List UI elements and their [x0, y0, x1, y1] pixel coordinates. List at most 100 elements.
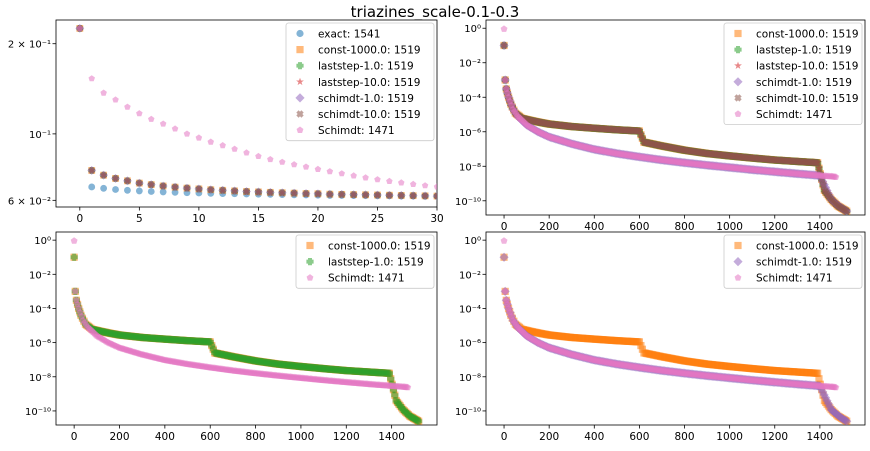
- y-tick-label: 10⁻⁶: [459, 128, 481, 139]
- y-tick-label: 10⁻⁴: [459, 93, 481, 104]
- x-tick-label: 15: [252, 213, 265, 225]
- legend: const-1000.0: 1519 laststep-1.0: 1519 Schi…: [295, 234, 435, 289]
- figure-title: triazines_scale-0.1-0.3: [350, 3, 520, 21]
- data-point: [112, 96, 119, 103]
- x-marker-shape: [195, 185, 203, 193]
- y-tick-label: 10⁻²: [459, 59, 481, 70]
- y-tick-label: 10⁻⁸: [459, 373, 481, 384]
- data-point: [398, 179, 405, 186]
- data-point: [397, 191, 405, 199]
- data-point: [266, 188, 274, 196]
- data-point: [638, 345, 647, 353]
- data-point: [832, 173, 840, 180]
- legend-marker-schimdt-1.0: [733, 77, 743, 87]
- data-point: [501, 287, 509, 295]
- data-point: [254, 188, 262, 196]
- data-point: [76, 25, 83, 32]
- data-point: [71, 287, 79, 295]
- data-point: [183, 130, 191, 137]
- data-point: [404, 383, 412, 391]
- x-marker-shape: [819, 181, 827, 189]
- legend-label: Schimdt: 1471: [318, 125, 395, 137]
- data-point: [819, 181, 827, 189]
- data-point: [314, 190, 322, 198]
- data-point: [171, 188, 179, 196]
- legend-label: laststep-1.0: 1519: [328, 257, 424, 269]
- x-marker-shape: [843, 207, 851, 215]
- legend-box: [295, 234, 435, 289]
- legend-label: const-1000.0: 1519: [328, 241, 431, 253]
- x-marker-shape: [362, 191, 370, 199]
- data-point: [123, 177, 131, 185]
- data-point: [195, 185, 203, 193]
- legend-label: schimdt-1.0: 1519: [318, 93, 414, 105]
- data-point: [219, 142, 226, 149]
- x-tick-label: 1400: [378, 431, 405, 443]
- legend-marker-const-1000.0: [296, 46, 304, 54]
- series-Schimdt: [76, 25, 437, 190]
- data-point: [171, 125, 179, 132]
- x-marker-shape: [183, 184, 191, 192]
- data-point: [362, 191, 370, 199]
- y-tick-label: 10⁻²: [459, 270, 481, 281]
- legend-marker-Schimdt: [734, 274, 742, 281]
- legend-label: schimdt-1.0: 1519: [756, 257, 852, 269]
- data-point: [386, 177, 393, 184]
- data-point: [148, 115, 155, 122]
- x-tick-label: 200: [539, 221, 559, 233]
- data-point: [813, 159, 822, 167]
- legend-label: Schimdt: 1471: [328, 273, 405, 285]
- y-tick-label: 10⁻⁴: [459, 304, 481, 315]
- x-marker-shape: [338, 190, 346, 198]
- data-point: [195, 134, 203, 141]
- legend-marker-laststep-10.0: [734, 61, 742, 69]
- data-point: [433, 183, 437, 190]
- x-tick-label: 400: [584, 431, 604, 443]
- data-point: [302, 190, 310, 198]
- y-tick-label: 10⁻²: [29, 270, 51, 281]
- x-tick-label: 1000: [716, 221, 743, 233]
- x-marker-shape: [373, 191, 381, 199]
- legend-marker-laststep-10.0: [296, 77, 304, 86]
- legend-marker-Schimdt: [734, 110, 742, 117]
- legend-marker-schimdt-10.0: [734, 94, 742, 102]
- data-point: [391, 391, 399, 399]
- data-point: [385, 191, 393, 199]
- y-tick-label: 10⁻¹⁰: [25, 407, 51, 418]
- x-marker-shape: [385, 191, 393, 199]
- data-point: [421, 182, 429, 189]
- data-point: [843, 207, 851, 215]
- data-point: [70, 237, 78, 244]
- data-point: [637, 341, 645, 350]
- series-layer: [75, 23, 437, 201]
- x-marker-shape: [433, 192, 437, 200]
- x-marker-shape: [231, 187, 239, 195]
- data-point: [350, 172, 357, 179]
- data-point: [88, 183, 96, 191]
- data-point: [635, 338, 644, 346]
- data-point: [385, 369, 393, 377]
- data-point: [207, 138, 214, 145]
- data-point: [326, 190, 334, 198]
- data-point: [387, 375, 395, 383]
- data-point: [338, 190, 346, 198]
- legend-box: [723, 22, 863, 125]
- data-point: [231, 145, 238, 152]
- x-tick-label: 0: [501, 221, 508, 233]
- x-marker-shape: [813, 159, 822, 167]
- legend-label: Schimdt: 1471: [756, 109, 833, 121]
- series-Schimdt: [500, 25, 840, 180]
- x-tick-label: 1400: [807, 221, 834, 233]
- x-tick-label: 1200: [761, 221, 788, 233]
- legend-marker-schimdt-10.0: [296, 110, 304, 118]
- legend-label: schimdt-10.0: 1519: [318, 109, 421, 121]
- x-tick-label: 25: [371, 213, 384, 225]
- legend-marker-laststep-1.0: [734, 46, 742, 54]
- data-point: [136, 110, 143, 117]
- y-tick-label: 2 × 10⁻¹: [8, 40, 51, 51]
- legend-label: Schimdt: 1471: [756, 273, 833, 285]
- series-layer: [499, 237, 852, 425]
- x-tick-label: 5: [136, 213, 143, 225]
- x-marker-shape: [100, 171, 108, 179]
- x-tick-label: 400: [584, 221, 604, 233]
